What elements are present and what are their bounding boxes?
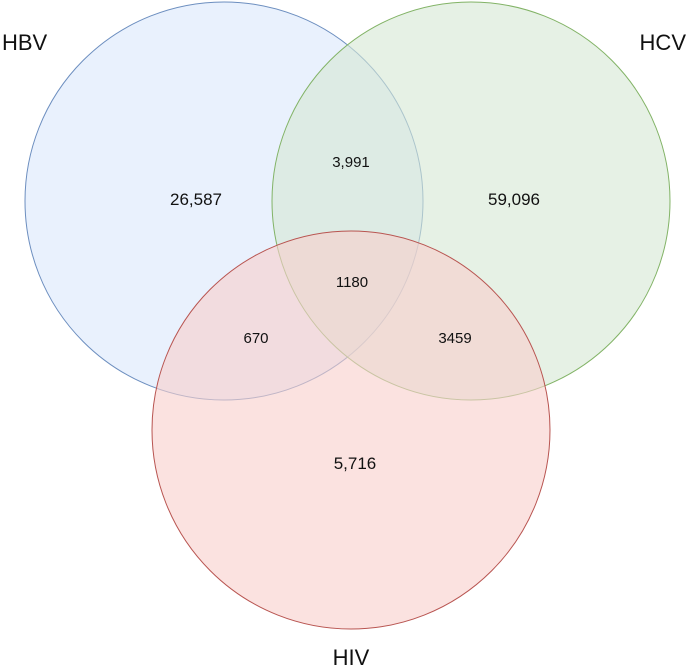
hiv-circle [151,230,551,630]
hiv-only-count: 5,716 [334,454,377,473]
hbv-hcv-count: 3,991 [332,154,370,171]
hbv-hiv-count: 670 [243,330,268,347]
hcv-only-count: 59,096 [488,190,540,209]
all-three-count: 1180 [336,274,368,291]
hbv-label: HBV [2,30,48,55]
hiv-label: HIV [333,645,370,670]
hcv-label: HCV [640,30,687,55]
hbv-only-count: 26,587 [170,190,222,209]
hcv-hiv-count: 3459 [438,330,471,347]
